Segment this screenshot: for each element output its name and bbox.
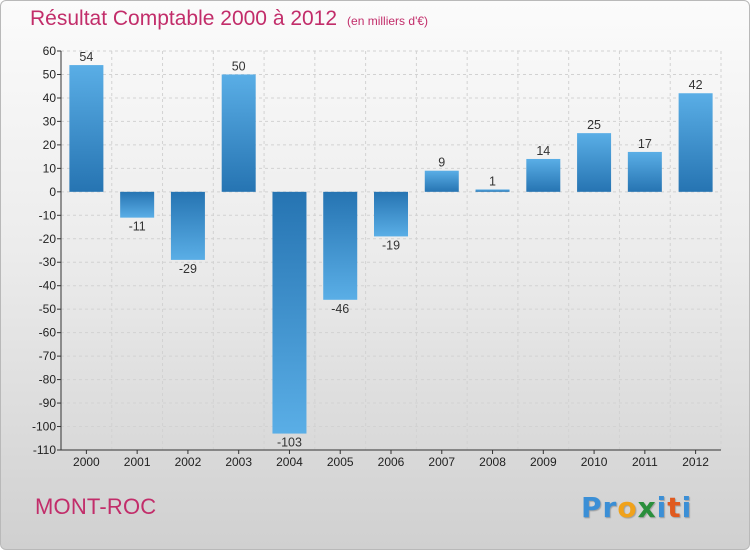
bar-2004 — [272, 191, 307, 434]
bar-2000 — [69, 65, 104, 192]
y-tick-label: 10 — [43, 161, 57, 175]
x-tick-label: 2007 — [428, 455, 455, 469]
bar-2006 — [374, 191, 408, 237]
y-tick-label: -10 — [39, 208, 57, 222]
x-tick-label: 2008 — [479, 455, 506, 469]
x-tick-label: 2001 — [124, 455, 151, 469]
x-tick-label: 2010 — [581, 455, 608, 469]
logo-letter: i — [681, 491, 693, 524]
x-tick-label: 2004 — [276, 455, 303, 469]
y-tick-label: 60 — [43, 44, 57, 58]
data-label: 50 — [232, 59, 246, 73]
bar-2012 — [678, 93, 713, 192]
bar-2003 — [221, 74, 256, 192]
y-tick-label: -70 — [39, 349, 57, 363]
data-label: -46 — [331, 302, 349, 316]
logo-letter: x — [637, 491, 657, 524]
x-tick-label: 2002 — [175, 455, 202, 469]
y-tick-label: -30 — [39, 255, 57, 269]
y-tick-label: 20 — [43, 138, 57, 152]
title-text: Résultat Comptable 2000 à 2012 — [30, 7, 338, 30]
bar-2010 — [577, 133, 612, 192]
y-tick-label: -40 — [39, 279, 57, 293]
y-tick-label: -50 — [39, 302, 57, 316]
data-label: -11 — [129, 220, 146, 234]
x-tick-label: 2003 — [225, 455, 252, 469]
data-label: 1 — [489, 174, 496, 188]
logo-letter: o — [617, 491, 638, 524]
data-label: 42 — [689, 78, 703, 92]
y-tick-label: -20 — [39, 232, 57, 246]
proxiti-logo: Proxiti — [581, 491, 692, 524]
logo-letter: i — [656, 491, 668, 524]
logo-letter: P — [581, 491, 603, 524]
y-tick-label: 30 — [43, 114, 57, 128]
logo-letter: t — [667, 491, 682, 524]
bar-2005 — [323, 191, 358, 300]
bar-2009 — [526, 158, 561, 192]
data-label: 25 — [587, 118, 601, 132]
chart-title: Résultat Comptable 2000 à 2012 (en millie… — [30, 7, 428, 31]
data-label: 54 — [79, 50, 93, 64]
bar-2007 — [424, 170, 459, 192]
bar-2008 — [475, 189, 510, 192]
y-tick-label: 40 — [43, 91, 57, 105]
logo-letter: r — [602, 491, 618, 524]
y-tick-label: -80 — [39, 373, 57, 387]
x-tick-label: 2012 — [682, 455, 709, 469]
y-tick-label: -60 — [39, 326, 57, 340]
x-tick-label: 2011 — [632, 455, 658, 469]
chart-subtitle: (en milliers d'€) — [347, 14, 429, 28]
data-label: -19 — [382, 238, 400, 252]
data-label: 9 — [438, 156, 445, 170]
data-label: -29 — [179, 262, 197, 276]
data-label: -103 — [277, 436, 302, 450]
y-tick-label: 0 — [49, 185, 56, 199]
bar-2011 — [627, 151, 662, 192]
axes: 6050403020100-10-20-30-40-50-60-70-80-90… — [32, 44, 721, 469]
y-tick-label: -90 — [39, 396, 57, 410]
y-tick-label: -100 — [32, 420, 56, 434]
x-tick-label: 2005 — [327, 455, 354, 469]
x-tick-label: 2006 — [378, 455, 405, 469]
y-tick-label: 50 — [43, 67, 57, 81]
x-tick-label: 2009 — [530, 455, 557, 469]
data-label: 17 — [638, 137, 652, 151]
data-labels: 54 -11 -29 50 -103 -46 -19 9 1 14 25 17 42 — [79, 50, 702, 449]
bars — [69, 65, 713, 434]
bar-2002 — [170, 191, 205, 260]
data-label: 14 — [536, 144, 550, 158]
y-tick-label: -110 — [33, 443, 56, 457]
city-name: MONT-ROC — [35, 494, 157, 519]
x-tick-label: 2000 — [73, 455, 100, 469]
bar-2001 — [120, 191, 155, 218]
